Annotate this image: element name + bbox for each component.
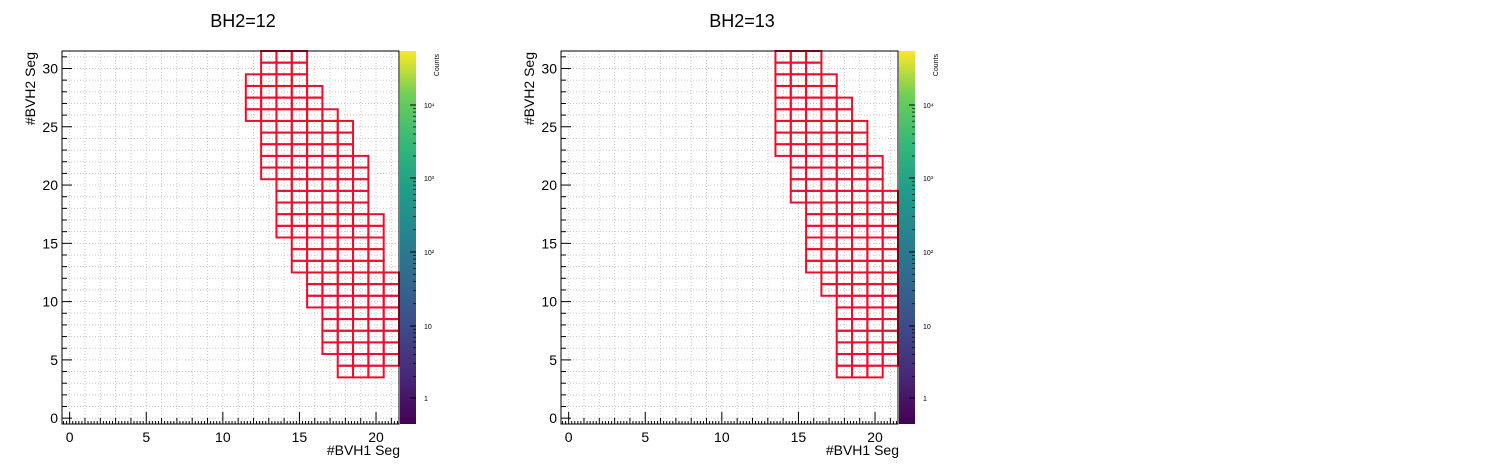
y-tick-label: 30 [42, 60, 58, 76]
colorbar-tick-label: 1 [923, 396, 927, 403]
bin-box [851, 213, 869, 227]
bin-boxes [244, 50, 401, 379]
y-tick-label: 20 [541, 177, 557, 193]
x-axis-label: #BVH1 Seg [826, 442, 899, 458]
y-tick-label: 25 [42, 119, 58, 135]
bin-box [321, 108, 339, 122]
bin-box [352, 154, 370, 169]
colorbar-tick-label: 10² [424, 250, 435, 257]
x-axis-ticks [63, 412, 398, 424]
bin-box [851, 248, 869, 262]
bin-box [352, 248, 370, 262]
histogram-panel-bh2-12: BH2=12 #BVH1 Seg #BVH2 Seg Counts 0 5 10 15… [22, 11, 441, 458]
x-tick-label: 15 [791, 429, 807, 445]
x-tick-label: 0 [66, 429, 74, 445]
bin-box [352, 213, 370, 227]
y-tick-label: 30 [541, 60, 557, 76]
x-tick-label: 10 [714, 429, 730, 445]
x-tick-label: 15 [292, 429, 308, 445]
y-tick-label: 15 [42, 235, 58, 251]
colorbar [400, 51, 416, 424]
y-tick-label: 5 [50, 352, 58, 368]
x-tick-label: 0 [565, 429, 573, 445]
plot-frame [61, 50, 400, 425]
bin-box [336, 119, 355, 134]
x-tick-label: 10 [215, 429, 231, 445]
x-tick-label: 5 [641, 429, 649, 445]
colorbar-tick-label: 10² [923, 250, 934, 257]
y-tick-label: 5 [549, 352, 557, 368]
panel-title: BH2=13 [709, 11, 775, 31]
bin-box [866, 154, 884, 169]
bin-box [866, 213, 884, 227]
y-tick-label: 10 [42, 294, 58, 310]
bin-box [881, 248, 900, 262]
colorbar [899, 51, 915, 424]
x-axis-ticks [562, 412, 897, 424]
y-axis-label: #BVH2 Seg [22, 52, 38, 125]
bin-box [367, 213, 385, 227]
panel-title: BH2=12 [210, 11, 276, 31]
bin-box [367, 248, 385, 262]
colorbar-tick-label: 10 [923, 324, 931, 331]
y-tick-label: 0 [549, 410, 557, 426]
y-tick-label: 20 [42, 177, 58, 193]
y-tick-label: 15 [541, 235, 557, 251]
y-tick-label: 0 [50, 410, 58, 426]
colorbar-tick-label: 10³ [424, 176, 435, 183]
x-axis-label: #BVH1 Seg [327, 442, 400, 458]
bin-box [306, 84, 324, 99]
colorbar-tick-label: 10 [424, 324, 432, 331]
histogram-panel-bh2-13: BH2=13 #BVH1 Seg #BVH2 Seg Counts 0 5 10 15… [521, 11, 940, 458]
grid [561, 51, 898, 424]
colorbar-tick-label: 10⁴ [923, 103, 934, 110]
colorbar-label: Counts [933, 54, 940, 77]
bin-box [835, 96, 854, 111]
colorbar-tick-label: 10³ [923, 176, 934, 183]
colorbar-tick-label: 10⁴ [424, 103, 435, 110]
y-axis-label: #BVH2 Seg [521, 52, 537, 125]
colorbar-tick-label: 1 [424, 396, 428, 403]
plot-frame [560, 50, 899, 425]
bin-box [820, 73, 838, 87]
y-tick-label: 25 [541, 119, 557, 135]
x-tick-label: 20 [368, 429, 384, 445]
y-axis-ticks [62, 56, 72, 419]
colorbar-label: Counts [434, 54, 441, 77]
x-tick-label: 20 [867, 429, 883, 445]
x-tick-label: 5 [142, 429, 150, 445]
bin-boxes [774, 50, 900, 379]
y-axis-ticks [561, 56, 571, 419]
bin-box [866, 248, 884, 262]
y-tick-label: 10 [541, 294, 557, 310]
bin-box [851, 119, 869, 134]
bin-box [881, 213, 900, 227]
